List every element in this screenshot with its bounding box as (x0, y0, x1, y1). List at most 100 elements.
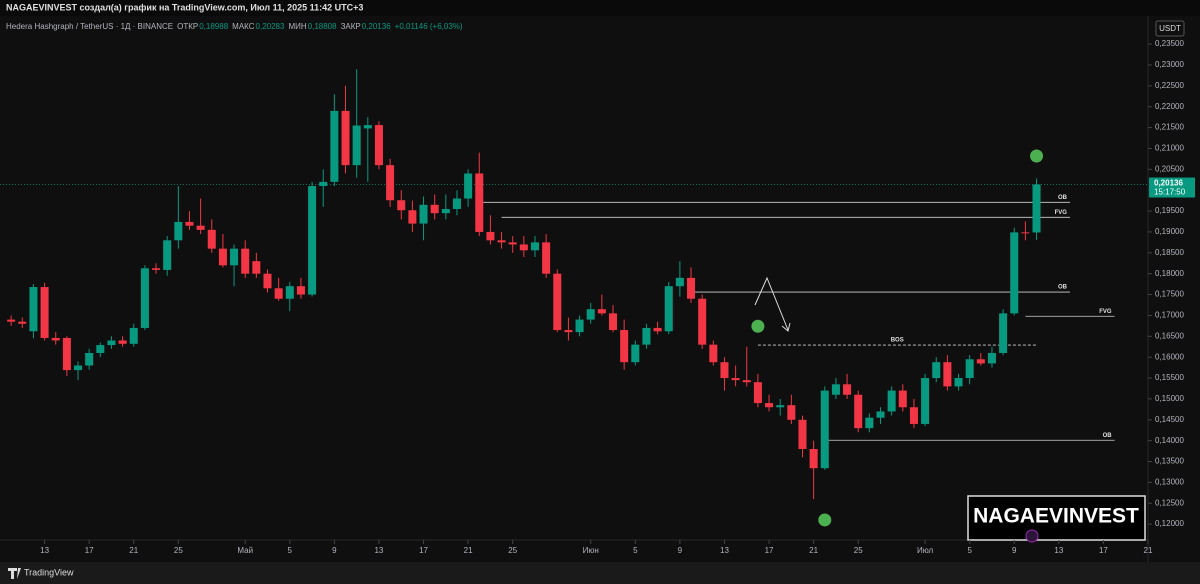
candle-body (374, 125, 383, 166)
x-tick-label: 13 (720, 546, 729, 555)
candle-body (386, 165, 395, 201)
x-tick-label: 21 (1144, 546, 1153, 555)
candle-body (508, 242, 517, 245)
candle-body (843, 384, 852, 395)
candle-body (620, 330, 629, 363)
ohlc-label: ОТКР (177, 22, 198, 31)
candle-body (1010, 232, 1019, 314)
candle-body (876, 411, 885, 418)
x-tick-label: 21 (464, 546, 473, 555)
candle-body (798, 419, 807, 450)
candle-body (96, 345, 105, 353)
candle-body (1032, 184, 1041, 233)
arrow-head (781, 322, 791, 332)
change: +0,01146 (+6,03%) (395, 22, 463, 31)
candle-body (85, 352, 94, 366)
candle-body (809, 449, 818, 469)
currency: USDT (1159, 24, 1181, 33)
candle-body (118, 340, 127, 344)
candle-body (7, 319, 16, 322)
candle-body (854, 394, 863, 429)
currency-box (1155, 20, 1185, 37)
candle-body (274, 288, 283, 299)
y-tick-label: 0,23500 (1155, 39, 1184, 48)
candle-body (542, 242, 551, 274)
annotation-label: BOS (891, 338, 904, 344)
x-tick-label: 17 (85, 546, 94, 555)
y-tick-label: 0,17500 (1155, 290, 1184, 299)
y-tick-label: 0,15000 (1155, 394, 1184, 403)
ohlc-value: 0,20136 (362, 22, 391, 31)
candle-body (452, 198, 461, 209)
candle-body (932, 362, 941, 379)
candle-body (965, 359, 974, 379)
ohlc-value: 0,20283 (256, 22, 285, 31)
candle-body (709, 344, 718, 363)
candle-body (664, 286, 673, 332)
y-tick-label: 0,16000 (1155, 352, 1184, 361)
marker (1030, 149, 1044, 163)
candle-body (196, 225, 205, 230)
candle-body (586, 309, 595, 320)
candle-body (51, 337, 60, 341)
candle-body (742, 380, 751, 383)
candle-body (230, 248, 239, 266)
annotation-label: FVG (1055, 210, 1068, 216)
candle-body (675, 277, 684, 287)
last-price-box (1149, 177, 1195, 198)
x-tick-label: 21 (129, 546, 138, 555)
candle-body (530, 242, 540, 251)
candle-body (218, 248, 227, 266)
candle-body (341, 110, 350, 166)
candle-body (653, 327, 662, 332)
candle-body (464, 173, 473, 199)
arrow (754, 276, 789, 331)
candle-body (642, 327, 651, 345)
candle-body (430, 204, 439, 214)
candle-body (152, 268, 161, 270)
x-tick-label: 5 (633, 546, 638, 555)
y-tick-label: 0,21000 (1155, 144, 1184, 153)
header-bar (0, 0, 1200, 16)
price-axis (1148, 16, 1200, 562)
legend: Hedera Hashgraph / TetherUS · 1Д · BINAN… (6, 22, 463, 31)
y-tick-label: 0,15500 (1155, 373, 1184, 382)
candle-body (687, 277, 696, 299)
y-tick-label: 0,20500 (1155, 164, 1184, 173)
candle-body (163, 240, 172, 270)
candle-body (787, 405, 796, 420)
candle-body (887, 390, 896, 412)
candle-body (419, 204, 428, 224)
candle-body (731, 378, 740, 381)
candle-body (865, 417, 874, 429)
candle-body (486, 231, 495, 241)
x-tick-label: 17 (419, 546, 428, 555)
candle-body (921, 378, 930, 424)
candle-body (553, 273, 562, 331)
annotation-label: FVG (1099, 309, 1112, 315)
candle-body (107, 340, 116, 346)
candle-body (207, 229, 216, 249)
candle-body (909, 407, 918, 424)
candle-body (765, 403, 774, 408)
y-tick-label: 0,18000 (1155, 269, 1184, 278)
marker (818, 513, 832, 527)
candle-body (62, 337, 71, 371)
candle-body (1021, 232, 1030, 234)
candle-body (564, 330, 573, 333)
y-tick-label: 0,14500 (1155, 415, 1184, 424)
y-tick-label: 0,13000 (1155, 478, 1184, 487)
y-tick-label: 0,17000 (1155, 311, 1184, 320)
y-tick-label: 0,13500 (1155, 457, 1184, 466)
x-tick-label: 5 (288, 546, 293, 555)
candle-body (597, 309, 606, 314)
candle-body (820, 390, 829, 469)
candle-body (397, 200, 406, 211)
x-tick-label: 25 (508, 546, 517, 555)
candle-body (475, 173, 484, 232)
symbol: Hedera Hashgraph / TetherUS · 1Д · BINAN… (6, 22, 173, 31)
candle-body (631, 344, 640, 363)
ohlc-value: 0,18988 (199, 22, 228, 31)
x-tick-label: 21 (809, 546, 818, 555)
